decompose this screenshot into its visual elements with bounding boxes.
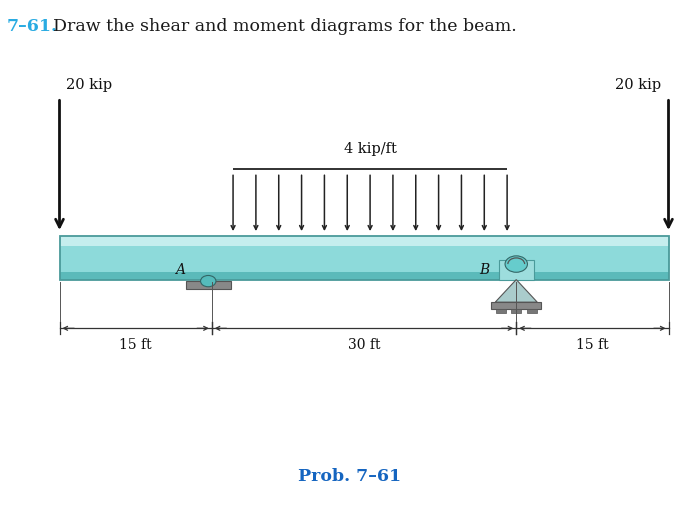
Text: 20 kip: 20 kip [615,78,661,92]
Polygon shape [495,280,538,302]
Ellipse shape [505,256,528,272]
Text: 4 kip/ft: 4 kip/ft [344,143,396,156]
Bar [60,236,668,246]
Text: 15 ft: 15 ft [576,338,609,351]
Bar [496,309,505,313]
Text: 20 kip: 20 kip [66,78,113,92]
Bar [511,309,521,313]
Bar [526,309,536,313]
Text: Draw the shear and moment diagrams for the beam.: Draw the shear and moment diagrams for t… [42,18,517,35]
Text: 7–61.: 7–61. [7,18,58,35]
Text: 15 ft: 15 ft [119,338,152,351]
Bar [60,272,668,280]
Text: Prob. 7–61: Prob. 7–61 [298,468,402,485]
Bar [60,236,668,280]
Bar [60,236,668,280]
Text: A: A [175,263,185,277]
Ellipse shape [201,275,216,287]
Bar [498,260,533,280]
Bar [491,302,541,309]
Bar [186,281,231,289]
Text: B: B [480,263,489,277]
Text: 30 ft: 30 ft [348,338,380,351]
